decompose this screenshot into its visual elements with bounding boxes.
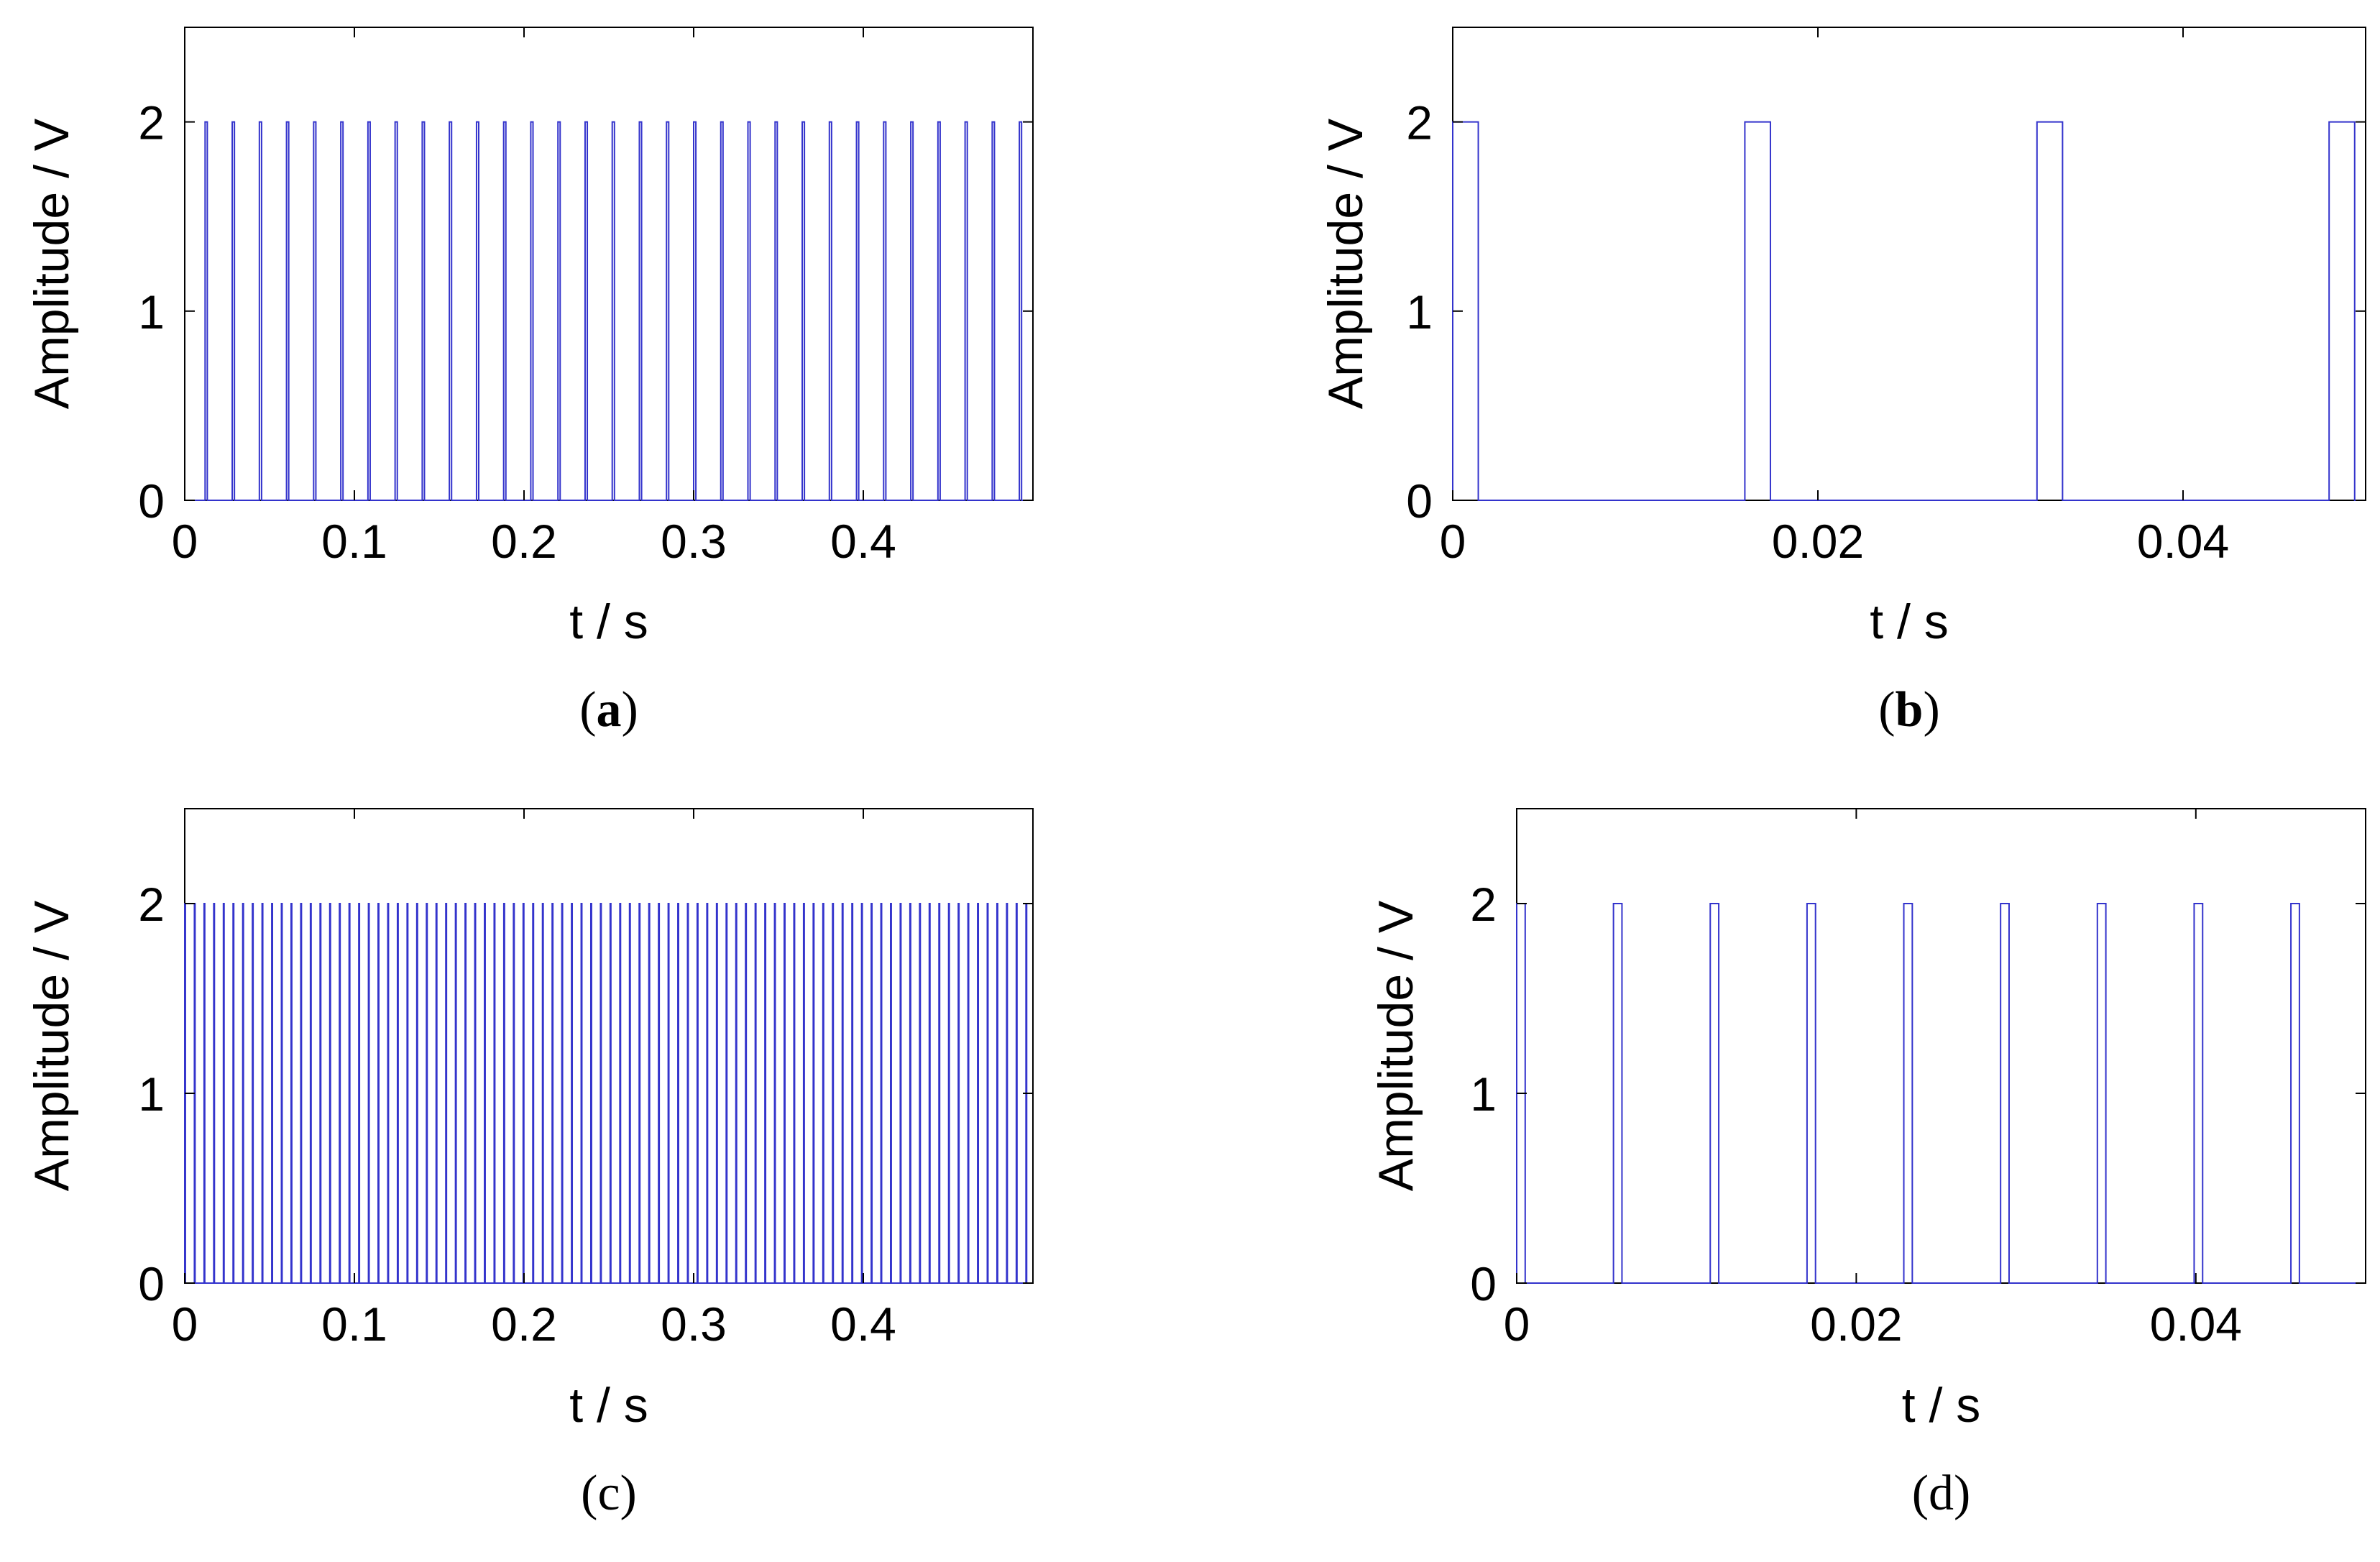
panel-a: 0 0.1 0.2 0.3 0.4 0 1 2 t / s Amplitude / V (a): [24, 27, 1034, 738]
y-axis-label: Amplitude / V: [1318, 118, 1373, 409]
x-tick-label: 0.4: [830, 515, 896, 568]
x-axis-label: t / s: [569, 1378, 648, 1433]
y-tick-label: 0: [1406, 474, 1433, 528]
y-tick-label: 2: [1406, 96, 1433, 150]
x-tick-label: 0.2: [491, 1297, 557, 1351]
plot-frame: [1516, 808, 2366, 1284]
caption-open-paren: (: [581, 1466, 597, 1521]
x-tick-label: 0.3: [661, 1297, 727, 1351]
y-tick-label: 0: [138, 474, 165, 528]
x-tick-label: 0.04: [2137, 515, 2229, 568]
y-axis-label: Amplitude / V: [24, 118, 79, 409]
x-tick-label: 0.02: [1810, 1297, 1902, 1351]
y-tick-label: 2: [138, 96, 165, 150]
panel-caption: (a): [579, 682, 638, 738]
panel-d: 0 0.02 0.04 0 1 2 t / s Amplitude / V (d): [1369, 808, 2366, 1521]
x-axis-label: t / s: [1870, 594, 1949, 649]
x-axis-label: t / s: [569, 594, 648, 649]
signal-line: [1452, 121, 2366, 501]
x-tick-label: 0: [1440, 515, 1466, 568]
y-tick-label: 0: [138, 1257, 165, 1310]
y-axis-label: Amplitude / V: [1369, 900, 1423, 1191]
caption-close-paren: ): [1954, 1466, 1970, 1521]
x-tick-label: 0: [172, 515, 198, 568]
plot-frame: [184, 27, 1034, 501]
caption-letter: c: [597, 1466, 620, 1521]
signal-line: [184, 903, 1033, 1284]
caption-letter: d: [1929, 1466, 1954, 1521]
y-tick-label: 1: [138, 285, 165, 339]
y-tick-label: 1: [138, 1067, 165, 1121]
caption-open-paren: (: [1912, 1466, 1929, 1521]
caption-open-paren: (: [579, 682, 596, 738]
y-tick-label: 2: [1470, 878, 1497, 931]
x-tick-label: 0.02: [1772, 515, 1864, 568]
x-tick-label: 0.1: [321, 1297, 387, 1351]
y-tick-label: 1: [1470, 1067, 1497, 1121]
x-tick-label: 0.4: [830, 1297, 896, 1351]
panel-caption: (b): [1878, 682, 1940, 738]
y-axis-label: Amplitude / V: [24, 900, 79, 1191]
x-tick-label: 0.2: [491, 515, 557, 568]
caption-close-paren: ): [622, 682, 638, 738]
panel-c: 0 0.1 0.2 0.3 0.4 0 1 2 t / s Amplitude / V (c): [24, 808, 1034, 1521]
x-tick-label: 0: [1504, 1297, 1530, 1351]
panel-caption: (d): [1912, 1466, 1971, 1521]
signal-line: [1516, 903, 2366, 1284]
caption-open-paren: (: [1878, 682, 1895, 738]
panel-caption: (c): [581, 1466, 637, 1521]
caption-close-paren: ): [1923, 682, 1939, 738]
x-tick-label: 0.1: [321, 515, 387, 568]
caption-letter: a: [597, 682, 622, 738]
signal-line: [185, 121, 1033, 501]
y-tick-label: 0: [1470, 1257, 1497, 1310]
caption-close-paren: ): [620, 1466, 637, 1521]
plot-frame: [1452, 27, 2366, 501]
panel-b: 0 0.02 0.04 0 1 2 t / s Amplitude / V (b): [1318, 27, 2366, 738]
caption-letter: b: [1896, 682, 1924, 738]
y-tick-label: 2: [138, 878, 165, 931]
x-tick-label: 0.3: [661, 515, 727, 568]
y-tick-label: 1: [1406, 285, 1433, 339]
x-tick-label: 0.04: [2150, 1297, 2242, 1351]
x-axis-label: t / s: [1902, 1378, 1981, 1433]
plot-frame: [184, 808, 1034, 1284]
x-tick-label: 0: [172, 1297, 198, 1351]
